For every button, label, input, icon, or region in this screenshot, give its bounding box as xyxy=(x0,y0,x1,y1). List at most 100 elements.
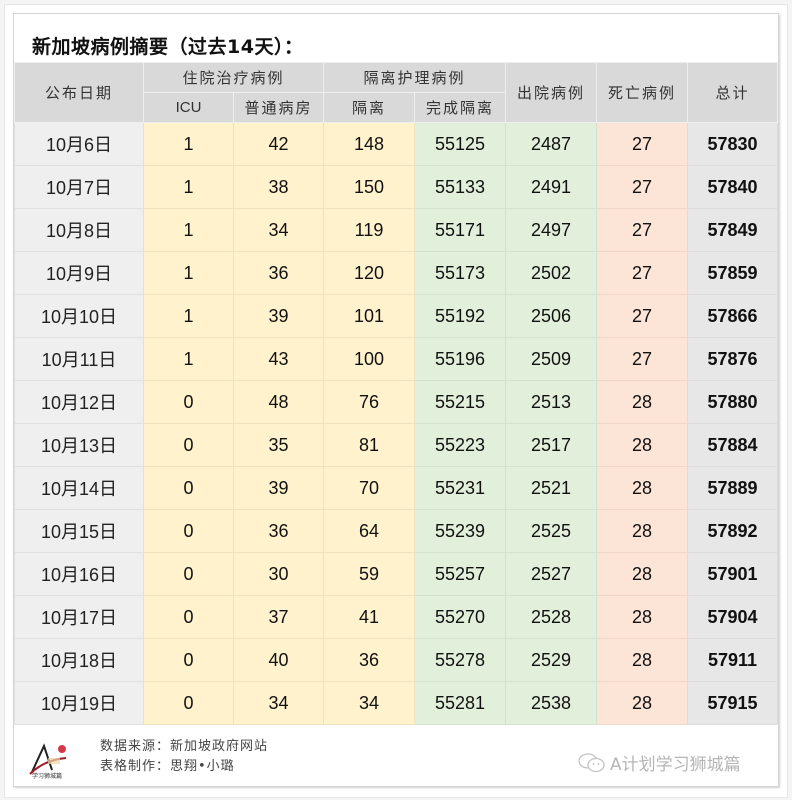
cell-icu: 0 xyxy=(143,552,234,596)
cell-completed-isolation: 55239 xyxy=(414,509,507,553)
cell-isolation: 119 xyxy=(323,208,416,252)
cell-icu: 1 xyxy=(143,165,234,209)
cell-discharged: 2525 xyxy=(505,509,598,553)
cell-isolation: 59 xyxy=(323,552,416,596)
cell-icu: 0 xyxy=(143,681,234,725)
cell-total: 57892 xyxy=(687,509,779,553)
cell-discharged: 2527 xyxy=(505,552,598,596)
cell-general-ward: 34 xyxy=(232,208,325,252)
cell-general-ward: 42 xyxy=(232,122,325,166)
cell-icu: 0 xyxy=(143,423,234,467)
cell-discharged: 2497 xyxy=(505,208,598,252)
cell-isolation: 76 xyxy=(323,380,416,424)
cell-general-ward: 37 xyxy=(232,595,325,639)
cell-completed-isolation: 55125 xyxy=(414,122,507,166)
cell-icu: 1 xyxy=(143,208,234,252)
table-row: 10月16日 0 30 59 55257 2527 28 57901 xyxy=(14,552,779,596)
cell-total: 57859 xyxy=(687,251,779,295)
cell-total: 57849 xyxy=(687,208,779,252)
cell-discharged: 2528 xyxy=(505,595,598,639)
cell-isolation: 148 xyxy=(323,122,416,166)
cell-completed-isolation: 55257 xyxy=(414,552,507,596)
table-row: 10月6日 1 42 148 55125 2487 27 57830 xyxy=(14,122,779,166)
cell-deaths: 28 xyxy=(596,638,689,682)
cell-isolation: 81 xyxy=(323,423,416,467)
cell-completed-isolation: 55231 xyxy=(414,466,507,510)
cell-general-ward: 48 xyxy=(232,380,325,424)
cell-discharged: 2513 xyxy=(505,380,598,424)
cell-discharged: 2506 xyxy=(505,294,598,338)
cell-completed-isolation: 55171 xyxy=(414,208,507,252)
cell-deaths: 28 xyxy=(596,466,689,510)
cell-icu: 0 xyxy=(143,380,234,424)
cell-isolation: 150 xyxy=(323,165,416,209)
cell-total: 57901 xyxy=(687,552,779,596)
row-date: 10月17日 xyxy=(14,595,144,639)
header-date: 公布日期 xyxy=(14,62,144,123)
cell-discharged: 2487 xyxy=(505,122,598,166)
cell-deaths: 28 xyxy=(596,595,689,639)
cases-table: 公布日期 住院治疗病例 隔离护理病例 出院病例 死亡病例 总计 ICU 普通病房… xyxy=(14,62,779,725)
table-body: 10月6日 1 42 148 55125 2487 27 57830 10月7日 1 38 150 55… xyxy=(14,122,779,725)
cell-discharged: 2521 xyxy=(505,466,598,510)
cell-general-ward: 40 xyxy=(232,638,325,682)
cell-deaths: 27 xyxy=(596,294,689,338)
cell-discharged: 2517 xyxy=(505,423,598,467)
row-date: 10月15日 xyxy=(14,509,144,553)
cell-deaths: 27 xyxy=(596,208,689,252)
table-row: 10月19日 0 34 34 55281 2538 28 57915 xyxy=(14,681,779,725)
header-isolation: 隔离 xyxy=(323,92,416,123)
cell-deaths: 28 xyxy=(596,423,689,467)
cell-total: 57884 xyxy=(687,423,779,467)
header-total: 总计 xyxy=(687,62,779,123)
header-discharged: 出院病例 xyxy=(505,62,598,123)
cell-deaths: 28 xyxy=(596,380,689,424)
cell-icu: 1 xyxy=(143,251,234,295)
cell-deaths: 27 xyxy=(596,165,689,209)
cell-discharged: 2538 xyxy=(505,681,598,725)
cell-isolation: 34 xyxy=(323,681,416,725)
header-hospitalized: 住院治疗病例 xyxy=(142,62,325,93)
cell-total: 57876 xyxy=(687,337,779,381)
cell-deaths: 28 xyxy=(596,681,689,725)
cell-icu: 1 xyxy=(143,122,234,166)
cell-icu: 0 xyxy=(143,595,234,639)
cell-isolation: 70 xyxy=(323,466,416,510)
row-date: 10月19日 xyxy=(14,681,144,725)
cell-total: 57840 xyxy=(687,165,779,209)
row-date: 10月9日 xyxy=(14,251,144,295)
cell-isolation: 100 xyxy=(323,337,416,381)
table-row: 10月15日 0 36 64 55239 2525 28 57892 xyxy=(14,509,779,553)
logo-text: 学习狮城篇 xyxy=(32,773,63,780)
cell-icu: 0 xyxy=(143,509,234,553)
cell-general-ward: 38 xyxy=(232,165,325,209)
cell-icu: 1 xyxy=(143,337,234,381)
cell-general-ward: 35 xyxy=(232,423,325,467)
cell-isolation: 41 xyxy=(323,595,416,639)
cell-total: 57830 xyxy=(687,122,779,166)
cell-general-ward: 34 xyxy=(232,681,325,725)
header-general-ward: 普通病房 xyxy=(232,92,325,123)
page-title: 新加坡病例摘要（过去14天）： xyxy=(32,36,304,58)
cell-completed-isolation: 55281 xyxy=(414,681,507,725)
row-date: 10月18日 xyxy=(14,638,144,682)
table-row: 10月18日 0 40 36 55278 2529 28 57911 xyxy=(14,638,779,682)
cell-deaths: 28 xyxy=(596,509,689,553)
footer-credits: 数据来源：新加坡政府网站 表格制作：思翔•小璐 xyxy=(100,737,268,777)
cell-general-ward: 39 xyxy=(232,294,325,338)
row-date: 10月11日 xyxy=(14,337,144,381)
cell-completed-isolation: 55192 xyxy=(414,294,507,338)
row-date: 10月12日 xyxy=(14,380,144,424)
cell-completed-isolation: 55215 xyxy=(414,380,507,424)
logo-a-icon xyxy=(29,743,67,775)
header-icu: ICU xyxy=(143,92,234,123)
row-date: 10月7日 xyxy=(14,165,144,209)
cell-total: 57866 xyxy=(687,294,779,338)
row-date: 10月6日 xyxy=(14,122,144,166)
logo: 学习狮城篇 xyxy=(26,740,82,782)
row-date: 10月16日 xyxy=(14,552,144,596)
table-row: 10月17日 0 37 41 55270 2528 28 57904 xyxy=(14,595,779,639)
row-date: 10月10日 xyxy=(14,294,144,338)
cell-deaths: 27 xyxy=(596,337,689,381)
cell-general-ward: 36 xyxy=(232,509,325,553)
